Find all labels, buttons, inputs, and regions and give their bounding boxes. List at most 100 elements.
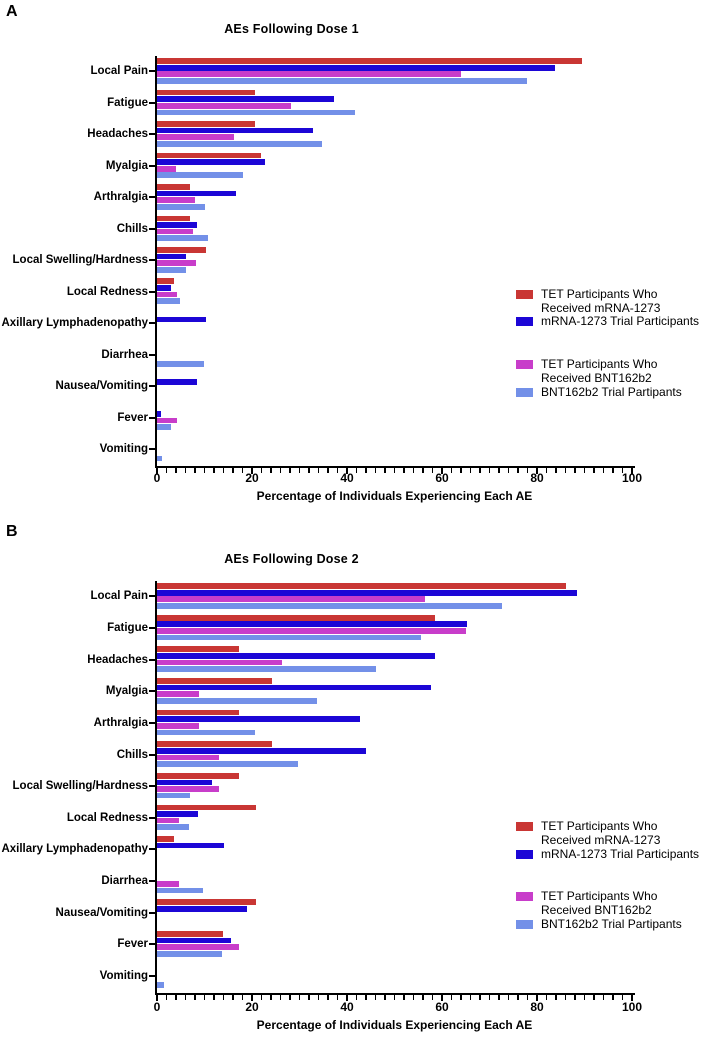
bar xyxy=(157,78,527,84)
x-minor-tick xyxy=(317,468,320,473)
bar xyxy=(157,203,205,210)
legend-item: TET Participants Who Received mRNA-1273 xyxy=(516,287,660,315)
x-major-tick xyxy=(346,468,348,474)
x-tick-label: 100 xyxy=(621,1000,643,1014)
x-minor-tick xyxy=(393,995,396,1000)
x-tick-label: 0 xyxy=(153,1000,161,1014)
legend-item: BNT162b2 Trial Partipants xyxy=(516,917,682,932)
bar xyxy=(157,215,191,222)
bar xyxy=(157,628,466,634)
x-minor-tick xyxy=(298,468,301,473)
category-label: Local Swelling/Hardness xyxy=(12,780,148,793)
category-tick xyxy=(149,658,155,661)
x-minor-tick xyxy=(289,995,291,1000)
x-minor-tick xyxy=(517,995,519,1000)
x-minor-tick xyxy=(412,995,415,1000)
x-tick-label: 20 xyxy=(245,1000,259,1014)
bar xyxy=(157,596,426,603)
bar xyxy=(157,950,222,957)
bar xyxy=(157,761,298,767)
category-label: Local Swelling/Hardness xyxy=(12,254,148,267)
bar xyxy=(157,887,203,894)
bar xyxy=(157,96,334,103)
x-minor-tick xyxy=(412,468,415,473)
x-minor-tick xyxy=(526,468,529,473)
legend-swatch xyxy=(516,892,533,901)
panel-label: B xyxy=(6,523,18,540)
category-tick xyxy=(149,322,155,325)
x-minor-tick xyxy=(593,468,595,473)
x-axis-line xyxy=(155,993,635,995)
bar xyxy=(157,222,197,228)
x-major-tick xyxy=(156,995,158,1001)
legend-swatch xyxy=(516,920,533,929)
bar xyxy=(157,666,376,672)
bar xyxy=(157,691,199,697)
x-major-tick xyxy=(441,995,443,1001)
panel-label: A xyxy=(6,3,18,20)
x-minor-tick xyxy=(526,995,529,1000)
category-tick xyxy=(149,943,155,946)
x-minor-tick xyxy=(469,995,472,1000)
x-minor-tick xyxy=(384,995,386,1000)
bar xyxy=(157,603,502,609)
x-axis-title: Percentage of Individuals Experiencing E… xyxy=(256,489,533,503)
x-minor-tick xyxy=(194,995,196,1000)
x-minor-tick xyxy=(184,468,187,473)
category-tick xyxy=(149,416,155,419)
category-tick xyxy=(149,848,155,851)
x-minor-tick xyxy=(203,995,206,1000)
bar xyxy=(157,678,273,684)
x-minor-tick xyxy=(165,468,168,473)
category-label: Axillary Lymphadenopathy xyxy=(1,317,148,330)
x-minor-tick xyxy=(308,995,310,1000)
legend-item: TET Participants Who Received BNT162b2 xyxy=(516,357,657,385)
legend-label-line: Received BNT162b2 xyxy=(541,370,652,385)
x-axis-title: Percentage of Individuals Experiencing E… xyxy=(256,1018,533,1032)
legend-swatch xyxy=(516,388,533,397)
category-tick xyxy=(149,911,155,914)
x-minor-tick xyxy=(403,468,405,473)
legend-label: mRNA-1273 Trial Participants xyxy=(541,847,699,862)
category-tick xyxy=(149,164,155,167)
bar xyxy=(157,361,204,367)
bar xyxy=(157,754,220,761)
bar xyxy=(157,134,234,141)
x-major-tick xyxy=(251,468,253,474)
x-minor-tick xyxy=(602,995,605,1000)
bar xyxy=(157,247,207,253)
bar xyxy=(157,824,189,831)
x-major-tick xyxy=(251,995,253,1001)
x-minor-tick xyxy=(422,468,424,473)
bar xyxy=(157,697,317,704)
category-label: Nausea/Vomiting xyxy=(55,380,148,392)
bar xyxy=(157,316,206,323)
category-label: Arthralgia xyxy=(93,191,148,204)
legend-label: TET Participants Who Received mRNA-1273 xyxy=(541,819,660,847)
x-minor-tick xyxy=(184,995,187,1000)
bar xyxy=(157,716,360,723)
x-minor-tick xyxy=(517,468,519,473)
x-minor-tick xyxy=(431,468,434,473)
x-minor-tick xyxy=(336,468,339,473)
category-label: Arthralgia xyxy=(93,716,148,729)
x-tick-label: 60 xyxy=(435,1000,449,1014)
category-label: Fatigue xyxy=(107,622,148,634)
bar xyxy=(157,152,261,159)
bar xyxy=(157,836,175,842)
category-tick xyxy=(149,290,155,293)
category-label: Local Redness xyxy=(66,285,148,298)
category-label: Axillary Lymphadenopathy xyxy=(1,843,148,856)
category-tick xyxy=(149,259,155,262)
x-minor-tick xyxy=(460,468,462,473)
bar xyxy=(157,127,313,134)
category-label: Myalgia xyxy=(105,685,148,698)
bar xyxy=(157,741,273,748)
x-minor-tick xyxy=(469,468,472,473)
y-axis-line xyxy=(155,581,157,995)
x-minor-tick xyxy=(175,995,177,1000)
bar xyxy=(157,811,198,817)
bar xyxy=(157,772,240,779)
category-label: Fever xyxy=(117,938,148,951)
bar xyxy=(157,89,256,96)
